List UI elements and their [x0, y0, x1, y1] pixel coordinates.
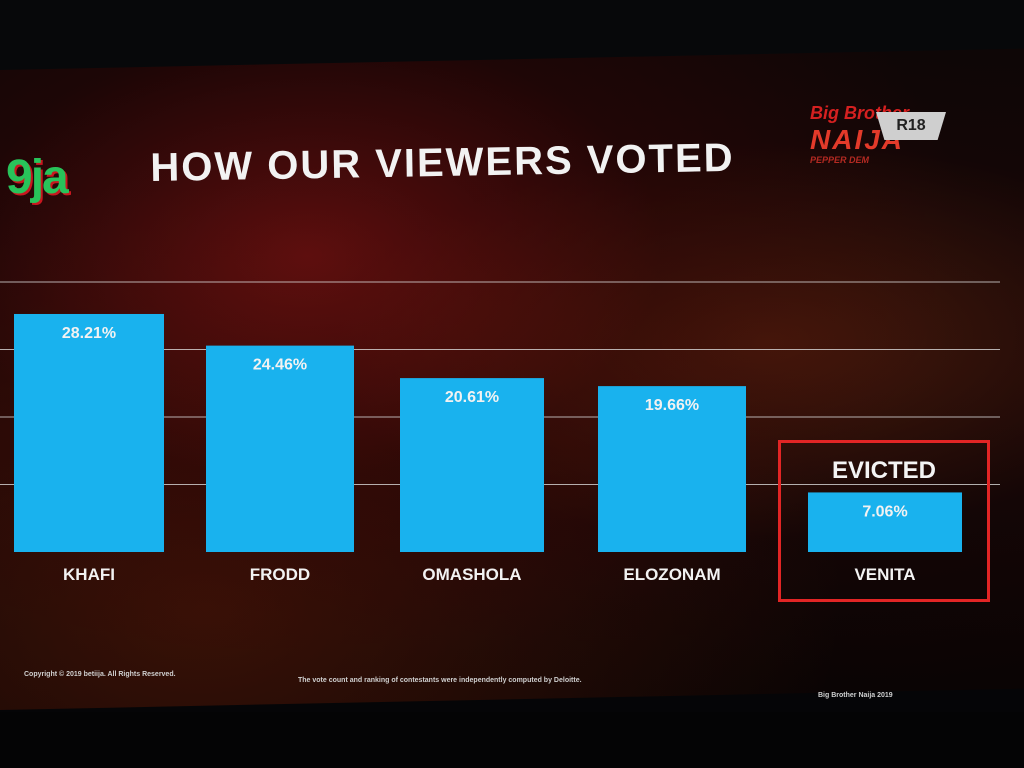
brand-logo-text: 9ja: [6, 151, 69, 204]
value-label-omashola: 20.61%: [445, 389, 499, 406]
bar-venita: [808, 492, 962, 552]
footer-copyright: Copyright © 2019 betiija. All Rights Res…: [24, 671, 176, 678]
brand-logo: 9ja: [0, 150, 110, 206]
value-label-elozonam: 19.66%: [645, 397, 699, 414]
evicted-label: EVICTED: [831, 457, 936, 484]
category-label-omashola: OMASHOLA: [422, 565, 521, 584]
evicted-highlight-box: EVICTED: [778, 440, 990, 602]
footer-disclaimer: The vote count and ranking of contestant…: [298, 677, 582, 684]
footer-show-name: Big Brother Naija 2019: [818, 692, 893, 699]
bar-khafi: [14, 313, 164, 552]
category-label-khafi: KHAFI: [63, 565, 115, 584]
bar-omashola: [400, 378, 544, 552]
value-label-venita: 7.06%: [862, 503, 907, 520]
value-label-frodd: 24.46%: [253, 357, 307, 374]
screen-bottom-bezel: [0, 712, 1024, 768]
value-label-khafi: 28.21%: [62, 325, 116, 342]
category-label-venita: VENITA: [854, 565, 915, 584]
category-label-elozonam: ELOZONAM: [623, 565, 720, 584]
bar-frodd: [206, 345, 354, 552]
show-logo: Big Brother NAIJA PEPPER DEM R18: [806, 100, 956, 184]
show-logo-line3: PEPPER DEM: [810, 155, 870, 165]
category-label-frodd: FRODD: [250, 565, 310, 584]
show-badge: R18: [876, 112, 946, 140]
bar-elozonam: [598, 386, 746, 552]
